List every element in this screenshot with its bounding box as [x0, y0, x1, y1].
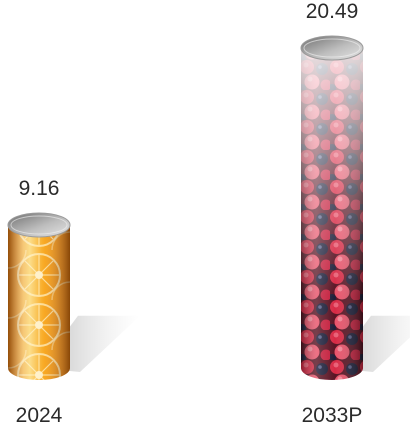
category-label: 2024 — [16, 404, 63, 427]
bar-2033p — [300, 35, 364, 380]
value-label: 9.16 — [19, 177, 60, 200]
value-label: 20.49 — [306, 0, 359, 23]
bar-2024 — [7, 212, 71, 380]
category-label: 2033P — [302, 404, 363, 427]
